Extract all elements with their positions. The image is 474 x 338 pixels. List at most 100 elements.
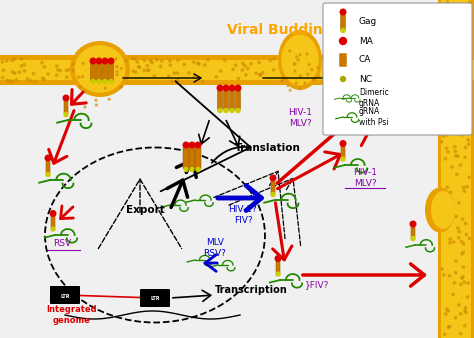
Circle shape [81, 67, 83, 70]
FancyBboxPatch shape [46, 161, 50, 173]
Circle shape [455, 63, 457, 65]
Circle shape [184, 168, 188, 171]
Circle shape [458, 230, 460, 233]
Circle shape [183, 142, 189, 148]
Circle shape [259, 74, 262, 76]
Circle shape [115, 58, 117, 60]
Circle shape [43, 66, 46, 68]
Circle shape [448, 325, 451, 328]
Circle shape [307, 73, 309, 75]
Circle shape [107, 67, 109, 69]
Circle shape [465, 222, 467, 225]
Circle shape [448, 121, 451, 124]
Circle shape [452, 31, 454, 34]
Circle shape [159, 65, 162, 68]
Circle shape [245, 74, 247, 76]
Circle shape [452, 51, 454, 53]
Circle shape [103, 79, 107, 83]
Circle shape [20, 65, 23, 67]
Circle shape [109, 79, 113, 83]
Circle shape [6, 59, 8, 62]
Circle shape [448, 53, 451, 55]
Circle shape [196, 168, 200, 171]
Circle shape [246, 67, 249, 70]
Circle shape [272, 69, 274, 71]
Circle shape [90, 58, 96, 64]
Text: HIV-1?
FIV?: HIV-1? FIV? [228, 205, 257, 225]
FancyBboxPatch shape [91, 64, 95, 80]
Circle shape [193, 75, 196, 77]
Circle shape [242, 62, 244, 65]
Circle shape [463, 190, 465, 192]
Circle shape [55, 65, 58, 67]
Circle shape [442, 70, 445, 73]
Circle shape [464, 156, 466, 159]
Circle shape [42, 77, 44, 79]
Circle shape [381, 73, 383, 75]
Circle shape [153, 75, 155, 77]
FancyBboxPatch shape [102, 64, 108, 80]
Ellipse shape [431, 191, 455, 229]
Circle shape [392, 62, 394, 64]
Circle shape [447, 34, 449, 37]
Circle shape [310, 70, 313, 73]
FancyBboxPatch shape [0, 60, 474, 80]
Circle shape [462, 266, 465, 268]
Ellipse shape [70, 41, 130, 97]
Circle shape [468, 176, 470, 178]
Circle shape [466, 63, 468, 65]
Circle shape [445, 71, 447, 73]
Circle shape [85, 61, 87, 64]
Circle shape [47, 73, 49, 75]
Circle shape [230, 108, 234, 113]
Circle shape [386, 77, 389, 80]
Circle shape [197, 62, 199, 65]
Circle shape [107, 59, 109, 61]
Circle shape [442, 196, 444, 198]
Circle shape [468, 1, 471, 3]
Circle shape [465, 311, 467, 314]
Text: LTR: LTR [60, 293, 70, 298]
Text: NC: NC [359, 74, 372, 83]
Circle shape [223, 85, 229, 91]
Circle shape [383, 76, 385, 79]
Circle shape [305, 61, 307, 64]
Circle shape [271, 193, 275, 196]
Circle shape [420, 65, 423, 67]
Circle shape [236, 108, 240, 113]
Circle shape [217, 85, 223, 91]
Circle shape [466, 296, 469, 298]
Circle shape [307, 77, 309, 79]
Circle shape [468, 237, 471, 240]
Circle shape [445, 313, 447, 315]
Circle shape [459, 164, 462, 166]
Circle shape [441, 268, 443, 270]
Circle shape [74, 101, 76, 103]
Circle shape [27, 78, 29, 80]
Circle shape [299, 88, 301, 90]
FancyBboxPatch shape [339, 53, 346, 67]
Circle shape [381, 62, 383, 64]
Circle shape [402, 65, 405, 67]
Circle shape [51, 227, 55, 231]
Circle shape [395, 73, 398, 76]
Circle shape [138, 66, 141, 68]
Circle shape [467, 143, 470, 145]
Text: }FIV?: }FIV? [305, 281, 329, 290]
FancyBboxPatch shape [50, 286, 80, 304]
Circle shape [441, 39, 443, 42]
Circle shape [224, 108, 228, 113]
Circle shape [440, 141, 443, 143]
Circle shape [311, 69, 313, 71]
Circle shape [148, 69, 150, 71]
Circle shape [464, 74, 466, 76]
Circle shape [82, 76, 83, 78]
FancyBboxPatch shape [218, 91, 222, 110]
Circle shape [125, 60, 127, 62]
Circle shape [456, 76, 459, 79]
Circle shape [116, 74, 118, 76]
Circle shape [343, 78, 345, 81]
Circle shape [9, 80, 11, 82]
Circle shape [384, 71, 386, 73]
Circle shape [23, 64, 26, 66]
